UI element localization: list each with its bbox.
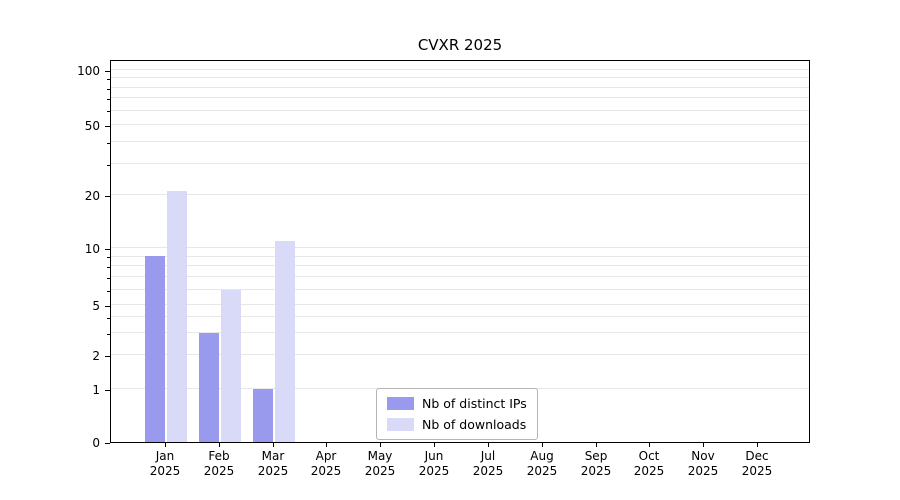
- gridline: [111, 288, 809, 290]
- plot-area: [110, 60, 810, 443]
- x-tick-mark: [434, 443, 435, 447]
- x-tick-label: Aug 2025: [526, 449, 558, 478]
- y-tick-mark: [105, 390, 110, 391]
- y-minor-tick-mark: [107, 257, 110, 258]
- x-tick-label: Nov 2025: [687, 449, 719, 478]
- y-minor-tick-mark: [107, 99, 110, 100]
- x-tick-mark: [542, 443, 543, 447]
- x-tick-mark: [273, 443, 274, 447]
- gridline: [111, 140, 809, 142]
- legend-label: Nb of distinct IPs: [422, 396, 527, 411]
- y-tick-label: 20: [84, 189, 100, 203]
- gridline: [111, 316, 809, 318]
- y-minor-tick-mark: [107, 267, 110, 268]
- x-tick-mark: [757, 443, 758, 447]
- x-tick-mark: [649, 443, 650, 447]
- legend-item: Nb of distinct IPs: [387, 396, 527, 411]
- chart-title: CVXR 2025: [417, 36, 503, 54]
- y-tick-label: 5: [92, 299, 100, 313]
- x-tick-label: Jan 2025: [149, 449, 181, 478]
- y-tick-mark: [105, 126, 110, 127]
- x-tick-label: Dec 2025: [741, 449, 773, 478]
- bar-distinct-ips: [199, 333, 219, 442]
- y-tick-mark: [105, 306, 110, 307]
- gridline: [111, 246, 809, 248]
- y-minor-tick-mark: [107, 79, 110, 80]
- y-tick-label: 100: [77, 64, 100, 78]
- gridline: [111, 265, 809, 267]
- x-tick-label: Jun 2025: [418, 449, 450, 478]
- gridline: [111, 163, 809, 164]
- bar-downloads: [275, 241, 295, 442]
- y-tick-mark: [105, 196, 110, 197]
- x-tick-label: Apr 2025: [310, 449, 342, 478]
- y-minor-tick-mark: [107, 143, 110, 144]
- x-tick-mark: [703, 443, 704, 447]
- gridline: [111, 303, 809, 305]
- bar-distinct-ips: [253, 389, 273, 442]
- gridline: [111, 69, 809, 71]
- x-tick-mark: [326, 443, 327, 447]
- y-minor-tick-mark: [107, 318, 110, 319]
- legend-swatch: [387, 397, 414, 410]
- y-tick-mark: [105, 356, 110, 357]
- x-tick-mark: [219, 443, 220, 447]
- y-tick-label: 0: [92, 436, 100, 450]
- x-tick-mark: [380, 443, 381, 447]
- gridline: [111, 331, 809, 333]
- y-tick-mark: [105, 443, 110, 444]
- x-tick-mark: [596, 443, 597, 447]
- bar-downloads: [167, 191, 187, 442]
- legend: Nb of distinct IPs Nb of downloads: [376, 388, 538, 440]
- y-minor-tick-mark: [107, 291, 110, 292]
- gridline: [111, 77, 809, 79]
- gridline: [111, 97, 809, 99]
- gridline: [111, 194, 809, 195]
- gridline: [111, 354, 809, 356]
- x-tick-mark: [165, 443, 166, 447]
- gridline: [111, 276, 809, 278]
- x-tick-mark: [488, 443, 489, 447]
- y-minor-tick-mark: [107, 89, 110, 90]
- y-tick-label: 50: [84, 119, 100, 133]
- gridline: [111, 109, 809, 111]
- y-minor-tick-mark: [107, 111, 110, 112]
- y-tick-mark: [105, 71, 110, 72]
- x-tick-label: Mar 2025: [257, 449, 289, 478]
- y-tick-label: 10: [84, 242, 100, 256]
- legend-swatch: [387, 418, 414, 431]
- gridline: [111, 255, 809, 257]
- gridline: [111, 123, 809, 125]
- x-tick-label: Jul 2025: [472, 449, 504, 478]
- y-minor-tick-mark: [107, 165, 110, 166]
- y-tick-mark: [105, 249, 110, 250]
- legend-label: Nb of downloads: [422, 417, 527, 432]
- y-tick-label: 2: [92, 349, 100, 363]
- y-minor-tick-mark: [107, 278, 110, 279]
- gridline: [111, 86, 809, 88]
- x-tick-label: Sep 2025: [580, 449, 612, 478]
- bar-downloads: [221, 290, 241, 442]
- legend-item: Nb of downloads: [387, 417, 527, 432]
- x-tick-label: Feb 2025: [203, 449, 235, 478]
- bar-distinct-ips: [145, 256, 165, 442]
- x-tick-label: May 2025: [364, 449, 396, 478]
- x-tick-label: Oct 2025: [633, 449, 665, 478]
- y-tick-label: 1: [92, 383, 100, 397]
- y-minor-tick-mark: [107, 334, 110, 335]
